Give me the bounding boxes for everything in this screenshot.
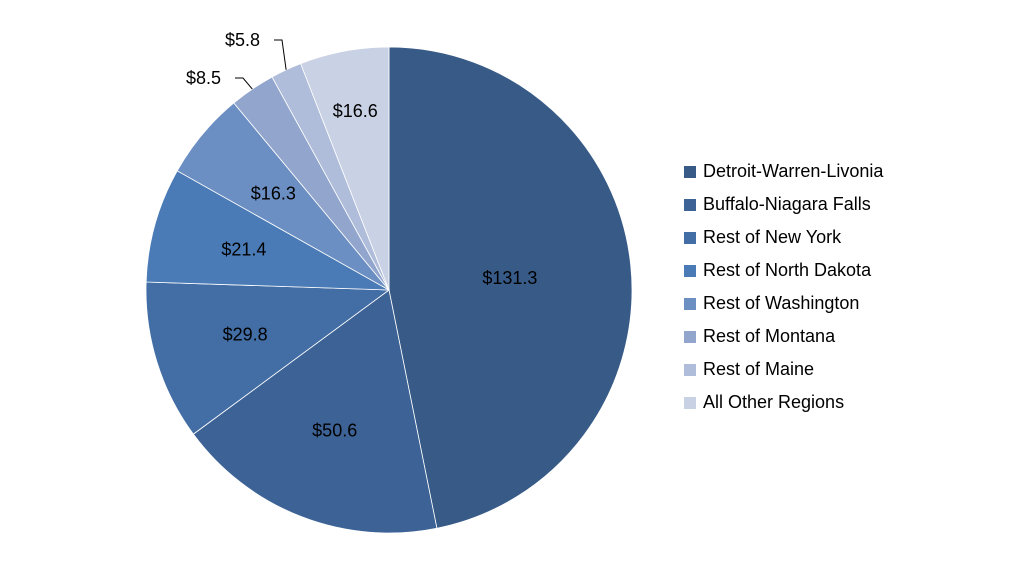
pie-slice-4 xyxy=(145,170,390,291)
data-label-4: $21.4 xyxy=(221,239,266,259)
legend-label: Rest of Washington xyxy=(703,293,860,313)
legend-label: Rest of North Dakota xyxy=(703,260,872,280)
legend-label: All Other Regions xyxy=(703,392,845,412)
legend: Detroit-Warren-Livonia Buffalo-Niagara Fa… xyxy=(684,155,883,419)
legend-swatch xyxy=(684,396,696,409)
data-label-1: $131.3 xyxy=(482,268,537,288)
legend-swatch xyxy=(684,198,696,211)
legend-label: Rest of Montana xyxy=(703,326,836,346)
data-label-5: $16.3 xyxy=(251,183,296,203)
legend-label: Rest of New York xyxy=(703,227,842,247)
legend-swatch xyxy=(684,231,696,244)
leader-line-6 xyxy=(235,77,253,90)
pie-slice-3 xyxy=(145,281,391,435)
legend-item: Rest of Montana xyxy=(684,320,883,353)
legend-swatch xyxy=(684,330,696,343)
data-label-2: $50.6 xyxy=(312,421,357,441)
legend-item: Detroit-Warren-Livonia xyxy=(684,155,883,188)
data-label-3: $29.8 xyxy=(223,325,268,345)
legend-item: Rest of New York xyxy=(684,221,883,254)
pie-slice-1 xyxy=(388,46,633,529)
legend-swatch xyxy=(684,363,696,376)
pie-slice-8 xyxy=(300,46,390,291)
legend-swatch xyxy=(684,264,696,277)
legend-swatch xyxy=(684,165,696,178)
pie-slice-2 xyxy=(192,289,438,534)
data-label-7: $5.8 xyxy=(225,30,260,50)
legend-item: Rest of Washington xyxy=(684,287,883,320)
legend-swatch xyxy=(684,297,696,310)
data-label-6: $8.5 xyxy=(186,68,221,88)
legend-item: Rest of North Dakota xyxy=(684,254,883,287)
leader-line-7 xyxy=(274,39,287,70)
legend-label: Rest of Maine xyxy=(703,359,815,379)
legend-label: Buffalo-Niagara Falls xyxy=(703,194,871,214)
legend-item: Buffalo-Niagara Falls xyxy=(684,188,883,221)
legend-item: Rest of Maine xyxy=(684,353,883,386)
data-label-8: $16.6 xyxy=(333,101,378,121)
legend-item: All Other Regions xyxy=(684,386,883,419)
legend-label: Detroit-Warren-Livonia xyxy=(703,161,884,181)
